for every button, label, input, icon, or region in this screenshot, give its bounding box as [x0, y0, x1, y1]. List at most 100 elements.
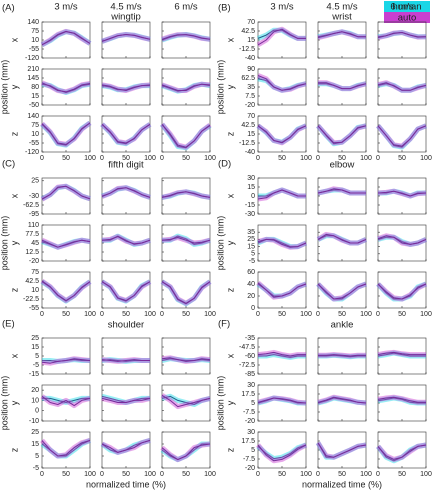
variance-band — [100, 279, 152, 303]
row-label: x — [9, 353, 19, 358]
x-tick-label: 0 — [160, 471, 164, 478]
legend-swatch — [384, 1, 430, 12]
mean-line — [377, 352, 426, 357]
variance-band — [256, 280, 307, 300]
mean-line — [378, 190, 426, 197]
y-tick-label: 77.5 — [25, 231, 39, 238]
plot-frame — [317, 177, 367, 215]
mean-line — [257, 351, 306, 357]
y-tick-label: 42.5 — [241, 28, 255, 35]
column-header: 6 m/s — [390, 2, 413, 13]
variance-band — [256, 442, 308, 464]
plot-frame — [377, 431, 427, 469]
mean-line — [317, 233, 367, 244]
y-tick-label: 70 — [247, 19, 255, 26]
row-label: y — [225, 240, 235, 245]
subplot: 0 50 100 — [100, 271, 156, 318]
panel-title: shoulder — [108, 320, 144, 331]
x-tick-label: 50 — [398, 471, 406, 478]
subplot — [161, 224, 211, 262]
subplot — [101, 68, 151, 106]
plot-frame — [317, 21, 367, 59]
subplot — [40, 224, 91, 262]
mean-line — [257, 282, 307, 298]
subplot — [257, 177, 307, 215]
y-tick-label: 10 — [31, 397, 39, 404]
y-tick-label: 30 — [247, 175, 255, 182]
subplot — [256, 224, 308, 262]
mean-line — [317, 396, 367, 404]
y-tick-label: 12.5 — [25, 249, 39, 256]
mean-line — [161, 123, 211, 148]
mean-line — [41, 82, 91, 93]
mean-line — [377, 396, 426, 403]
y-tick-label: 35 — [247, 229, 255, 236]
mean-line — [257, 125, 307, 144]
x-tick-label: 0 — [316, 155, 320, 162]
row-label: x — [225, 193, 235, 198]
y-tick-label: -7.5 — [243, 456, 255, 463]
x-tick-label: 0 — [256, 471, 260, 478]
row-label: x — [9, 193, 19, 198]
subplot: 0 50 100 — [256, 271, 312, 318]
row-label: y — [225, 84, 235, 89]
x-tick-label: 50 — [182, 471, 190, 478]
x-tick-label: 50 — [182, 311, 190, 318]
row-label: z — [225, 447, 235, 452]
y-tick-label: 15 — [31, 441, 39, 448]
y-tick-label: -30 — [245, 211, 255, 218]
subplot — [377, 384, 427, 422]
subplot — [41, 68, 91, 106]
y-tick-label: 5 — [251, 400, 255, 407]
mean-line — [41, 439, 91, 457]
y-tick-label: 42.5 — [25, 278, 39, 285]
subplot — [256, 21, 307, 59]
panel-label: (E) — [2, 319, 15, 330]
panel-title: elbow — [330, 160, 355, 171]
variance-band — [377, 80, 427, 93]
panel-label: (C) — [2, 159, 15, 170]
subplot — [101, 337, 151, 375]
y-tick-label: 0 — [35, 408, 39, 415]
x-tick-label: 50 — [338, 155, 346, 162]
y-tick-label: -95 — [29, 211, 39, 218]
mean-line — [377, 283, 427, 300]
panel-title: wrist — [331, 12, 352, 23]
mean-line — [318, 354, 366, 357]
row-label: y — [225, 400, 235, 405]
x-tick-label: 100 — [84, 471, 96, 478]
y-tick-label: 62.5 — [241, 75, 255, 82]
variance-band — [40, 183, 91, 202]
y-axis-label: position (mm) — [215, 216, 225, 271]
y-tick-label: 15 — [247, 184, 255, 191]
y-tick-label: -35 — [245, 335, 255, 342]
y-tick-label: -7.5 — [243, 409, 255, 416]
mean-line — [101, 397, 151, 403]
y-tick-label: 7.5 — [245, 93, 255, 100]
x-tick-label: 50 — [62, 311, 70, 318]
y-tick-label: 140 — [27, 19, 39, 26]
y-tick-label: -47.5 — [239, 344, 255, 351]
y-tick-label: -20 — [245, 102, 255, 109]
panel-label: (D) — [218, 159, 231, 170]
mean-line — [101, 187, 151, 198]
subplot — [377, 177, 427, 215]
y-tick-label: -50 — [29, 102, 39, 109]
mean-line — [257, 28, 306, 46]
row-label: x — [9, 37, 19, 42]
panel-label: (A) — [2, 3, 15, 14]
x-tick-label: 50 — [122, 471, 130, 478]
panel-title: wingtip — [110, 12, 141, 23]
y-axis-label: position (mm) — [0, 376, 9, 431]
y-tick-label: -55 — [29, 46, 39, 53]
mean-line — [257, 189, 306, 200]
mean-line — [318, 82, 367, 90]
column-header: 6 m/s — [174, 2, 197, 13]
mean-line — [41, 30, 91, 46]
mean-line — [257, 397, 306, 404]
mean-line — [161, 191, 211, 198]
mean-line — [101, 34, 151, 42]
y-tick-label: 10 — [31, 37, 39, 44]
y-tick-label: 10 — [31, 287, 39, 294]
